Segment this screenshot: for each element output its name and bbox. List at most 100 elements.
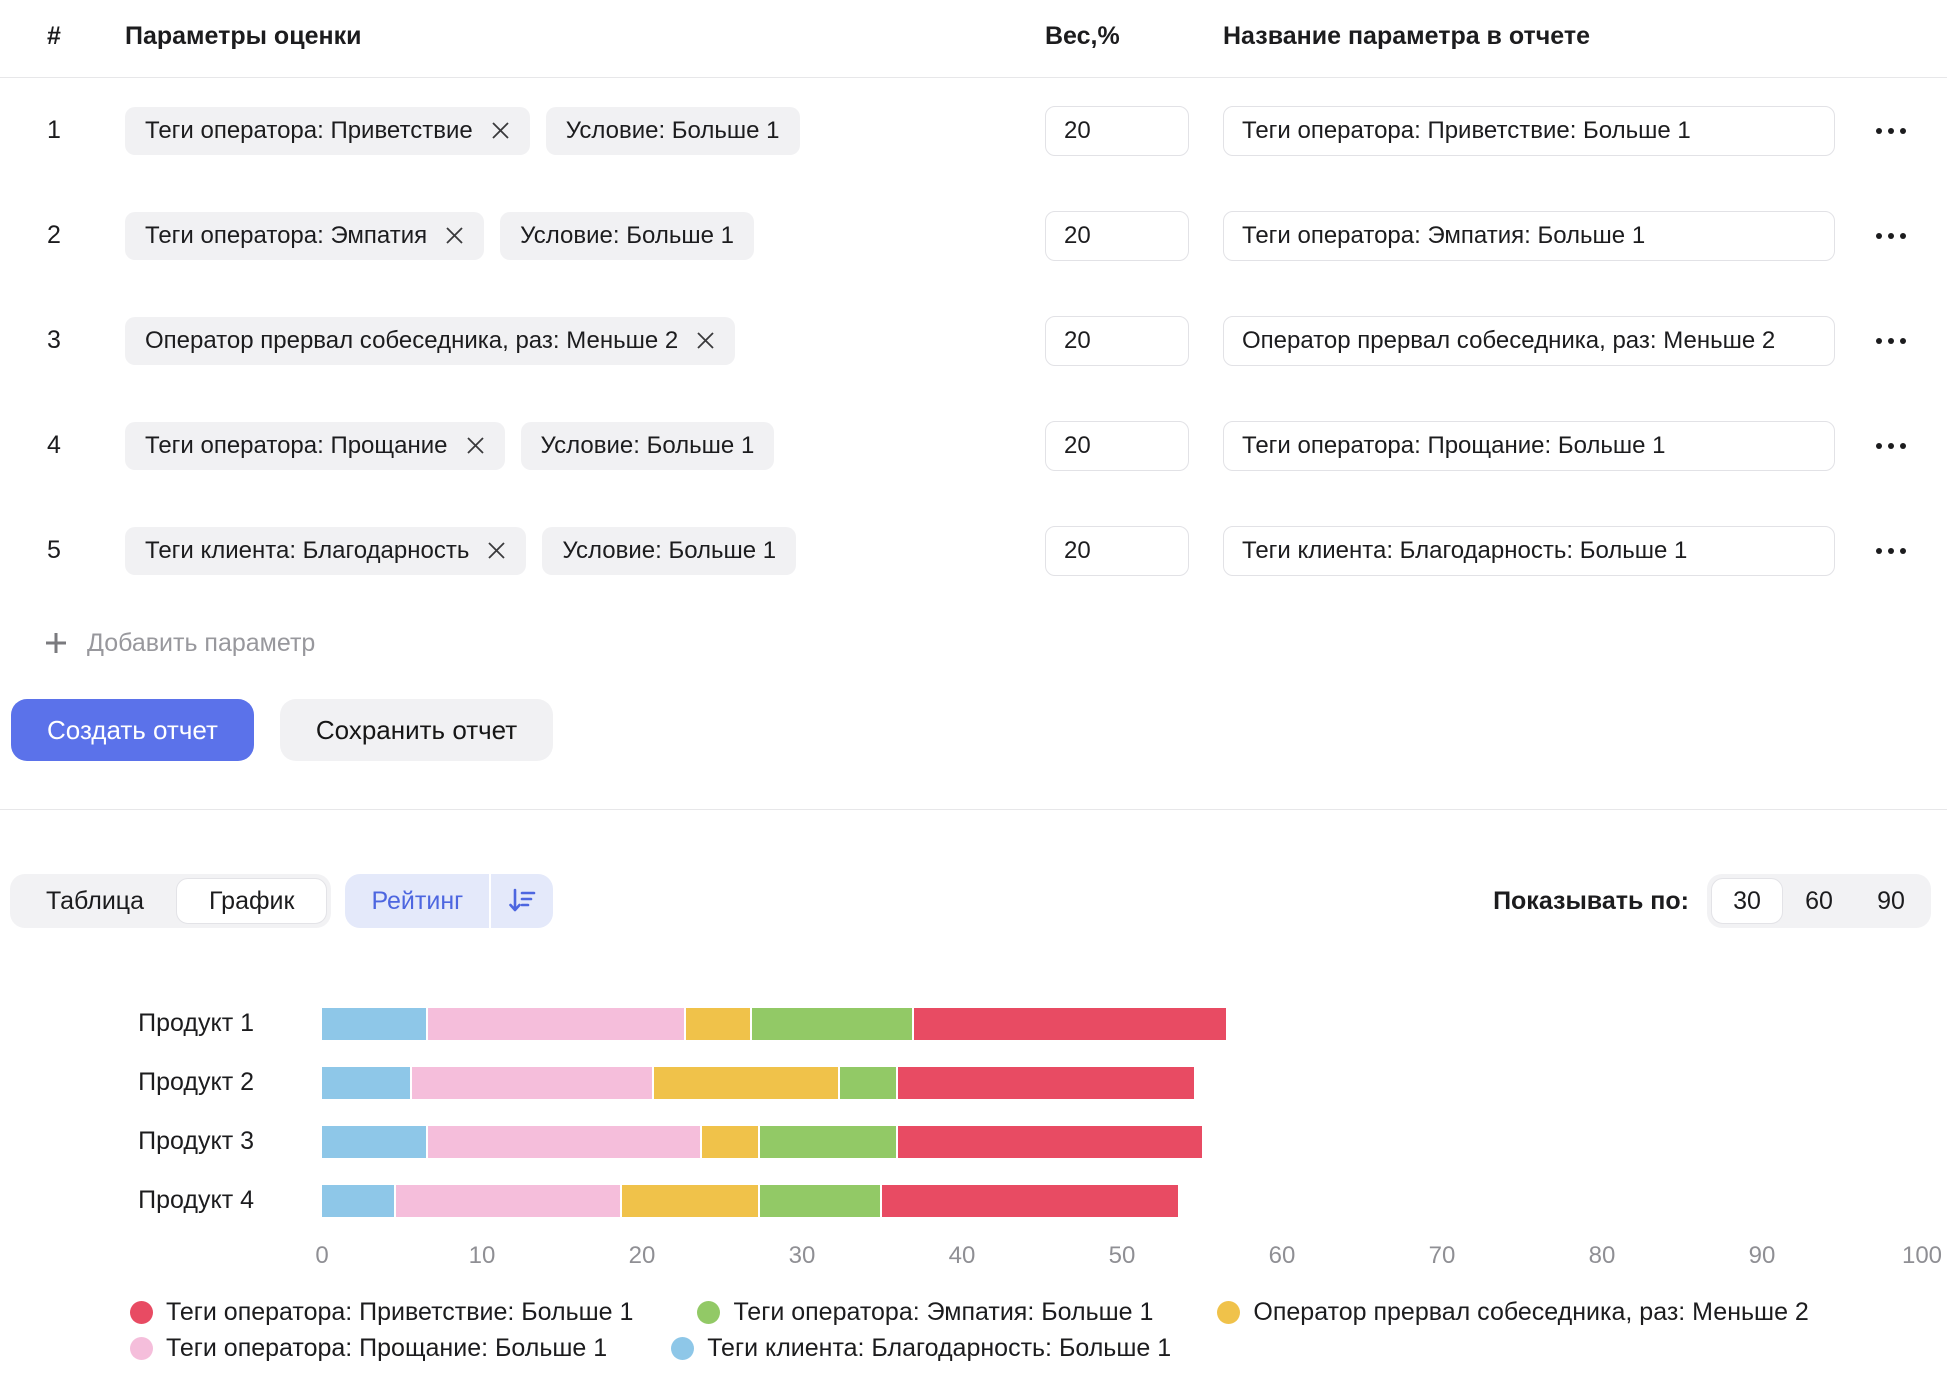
header-parameters: Параметры оценки <box>125 22 362 50</box>
row-parameters: Теги оператора: Приветствие Условие: Боль… <box>125 106 1045 155</box>
bar-segment[interactable] <box>760 1125 896 1158</box>
axis-tick-label: 20 <box>628 1242 656 1269</box>
bar-segment[interactable] <box>914 1007 1226 1040</box>
tab-chart[interactable]: График <box>176 878 328 924</box>
row-menu-button[interactable] <box>1866 118 1916 144</box>
legend-label: Теги клиента: Благодарность: Больше 1 <box>707 1334 1172 1362</box>
row-menu-button[interactable] <box>1866 328 1916 354</box>
legend-color-dot <box>130 1337 153 1360</box>
chart-category-label: Продукт 4 <box>138 1186 254 1214</box>
bar-segment[interactable] <box>752 1007 912 1040</box>
remove-tag-icon[interactable] <box>696 331 715 350</box>
bar-segment[interactable] <box>322 1184 394 1217</box>
parameters-table: # Параметры оценки Вес,% Название параме… <box>0 0 1947 669</box>
row-menu-cell <box>1835 118 1947 144</box>
parameter-tag[interactable]: Оператор прервал собеседника, раз: Меньш… <box>125 316 736 365</box>
bar-segment[interactable] <box>412 1066 652 1099</box>
parameter-tag[interactable]: Теги оператора: Приветствие <box>125 106 530 155</box>
bar-segment[interactable] <box>622 1184 758 1217</box>
chart-legend: Теги оператора: Приветствие: Больше 1 Тег… <box>130 1298 1947 1363</box>
row-index: 3 <box>47 326 61 354</box>
bar-segment[interactable] <box>882 1184 1178 1217</box>
bar-segment[interactable] <box>760 1184 880 1217</box>
stacked-bar <box>322 1184 1178 1217</box>
row-report-name-cell <box>1223 525 1835 576</box>
weight-input[interactable] <box>1045 210 1189 261</box>
bar-segment[interactable] <box>898 1066 1194 1099</box>
bar-segment[interactable] <box>322 1007 426 1040</box>
axis-tick-label: 40 <box>948 1242 976 1269</box>
axis-tick-label: 90 <box>1748 1242 1776 1269</box>
table-row: 3 Оператор прервал собеседника, раз: Мень… <box>0 288 1947 393</box>
row-menu-cell <box>1835 328 1947 354</box>
parameter-tag-label: Теги оператора: Эмпатия <box>145 221 428 249</box>
chart-x-axis: 0 10 20 30 40 50 60 70 80 90 100 <box>315 1238 1942 1272</box>
weight-input[interactable] <box>1045 525 1189 576</box>
legend-item: Оператор прервал собеседника, раз: Меньш… <box>1217 1298 1809 1327</box>
parameter-tag[interactable]: Теги клиента: Благодарность <box>125 526 527 575</box>
chart-category-label: Продукт 2 <box>138 1068 254 1096</box>
bar-segment[interactable] <box>654 1066 838 1099</box>
rating-label[interactable]: Рейтинг <box>371 886 464 915</box>
remove-tag-icon[interactable] <box>487 541 506 560</box>
condition-tag[interactable]: Условие: Больше 1 <box>520 421 775 470</box>
create-report-button[interactable]: Создать отчет <box>11 699 254 761</box>
bar-segment[interactable] <box>322 1125 426 1158</box>
condition-tag[interactable]: Условие: Больше 1 <box>500 211 754 260</box>
row-menu-button[interactable] <box>1866 433 1916 459</box>
sort-descending-icon[interactable] <box>491 874 553 928</box>
table-row: 4 Теги оператора: Прощание Условие: Больше… <box>0 393 1947 498</box>
row-menu-button[interactable] <box>1866 538 1916 564</box>
row-parameters: Теги клиента: Благодарность Условие: Боль… <box>125 526 1045 575</box>
legend-label: Оператор прервал собеседника, раз: Меньш… <box>1253 1298 1809 1326</box>
chart-bar-row: Продукт 2 <box>0 1053 1947 1112</box>
bar-segment[interactable] <box>322 1066 410 1099</box>
page-size-60[interactable]: 60 <box>1805 886 1833 915</box>
page-size-30[interactable]: 30 <box>1711 878 1783 924</box>
table-row: 1 Теги оператора: Приветствие Условие: Бол… <box>0 78 1947 183</box>
weight-input[interactable] <box>1045 315 1189 366</box>
remove-tag-icon[interactable] <box>445 226 464 245</box>
parameter-tag-label: Условие: Больше 1 <box>520 221 734 249</box>
remove-tag-icon[interactable] <box>466 436 485 455</box>
bar-segment[interactable] <box>428 1125 700 1158</box>
report-name-input[interactable] <box>1223 210 1835 261</box>
stacked-bar <box>322 1007 1226 1040</box>
weight-input[interactable] <box>1045 105 1189 156</box>
legend-item: Теги оператора: Приветствие: Больше 1 <box>130 1298 633 1327</box>
legend-label: Теги оператора: Приветствие: Больше 1 <box>166 1298 634 1326</box>
chart-bar-row: Продукт 1 <box>0 994 1947 1053</box>
save-report-button[interactable]: Сохранить отчет <box>279 699 554 761</box>
legend-item: Теги клиента: Благодарность: Больше 1 <box>671 1334 1171 1363</box>
weight-input[interactable] <box>1045 420 1189 471</box>
bar-segment[interactable] <box>428 1007 684 1040</box>
axis-tick-label: 80 <box>1588 1242 1616 1269</box>
remove-tag-icon[interactable] <box>491 121 510 140</box>
axis-tick-label: 10 <box>468 1242 496 1269</box>
condition-tag[interactable]: Условие: Больше 1 <box>545 106 800 155</box>
axis-tick-label: 0 <box>315 1242 329 1269</box>
bar-segment[interactable] <box>898 1125 1202 1158</box>
report-name-input[interactable] <box>1223 105 1835 156</box>
bar-segment[interactable] <box>396 1184 620 1217</box>
condition-tag[interactable]: Условие: Больше 1 <box>542 526 797 575</box>
parameter-tag[interactable]: Теги оператора: Прощание <box>125 421 505 470</box>
page-size-90[interactable]: 90 <box>1877 886 1905 915</box>
view-mode-switch: Таблица График <box>10 874 332 928</box>
add-parameter-button[interactable]: Добавить параметр <box>41 617 315 669</box>
bar-segment[interactable] <box>702 1125 758 1158</box>
report-name-input[interactable] <box>1223 525 1835 576</box>
row-menu-button[interactable] <box>1866 223 1916 249</box>
bar-segment[interactable] <box>686 1007 750 1040</box>
axis-tick-label: 50 <box>1108 1242 1136 1269</box>
row-weight-cell <box>1045 420 1189 471</box>
stacked-bar <box>322 1125 1202 1158</box>
legend-item: Теги оператора: Прощание: Больше 1 <box>130 1334 607 1363</box>
bar-segment[interactable] <box>840 1066 896 1099</box>
parameter-tag[interactable]: Теги оператора: Эмпатия <box>125 211 485 260</box>
chart-category-label: Продукт 3 <box>138 1127 254 1155</box>
report-name-input[interactable] <box>1223 420 1835 471</box>
report-name-input[interactable] <box>1223 315 1835 366</box>
tab-table[interactable]: Таблица <box>46 886 145 915</box>
rating-sort-control[interactable]: Рейтинг <box>345 874 554 928</box>
